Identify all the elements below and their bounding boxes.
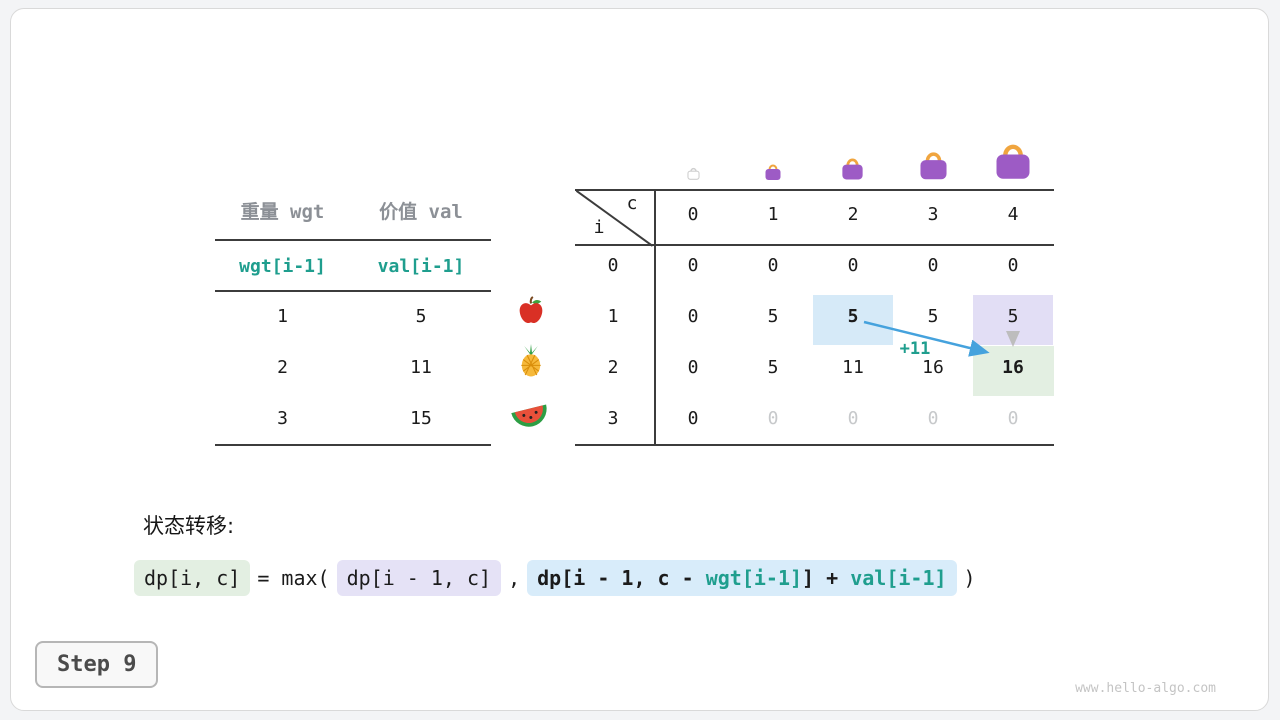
dp-cell: 0 <box>687 408 699 429</box>
dp-table-rule-header <box>575 244 1054 246</box>
formula-arg2-prefix: dp[i - 1, c - <box>537 566 706 590</box>
item-row-val: 15 <box>410 408 432 429</box>
dp-cell-source: 5 <box>847 306 859 327</box>
watermark: www.hello-algo.com <box>1075 681 1216 696</box>
corner-item-label: i <box>593 217 605 238</box>
dp-cell-prev: 5 <box>1007 306 1019 327</box>
dp-col-header: 1 <box>767 204 779 225</box>
dp-cell: 0 <box>687 255 699 276</box>
corner-capacity-label: c <box>626 193 638 214</box>
dp-cell: 0 <box>687 306 699 327</box>
apple-icon <box>516 296 546 326</box>
bag-icon-large <box>916 148 951 181</box>
pineapple-icon <box>518 344 544 377</box>
dp-cell: 0 <box>767 255 779 276</box>
item-table-rule-mid <box>215 290 491 292</box>
dp-cell: 0 <box>847 255 859 276</box>
formula-arg2-wgt: wgt[i-1] <box>705 566 803 590</box>
bag-icon-xlarge <box>991 139 1035 181</box>
dp-col-header: 2 <box>847 204 859 225</box>
bag-icon-medium <box>839 155 866 181</box>
item-table-rule-bottom <box>215 444 491 446</box>
dp-row-header: 1 <box>607 306 619 327</box>
item-row-wgt: 2 <box>277 357 288 378</box>
dp-row-header: 2 <box>607 357 619 378</box>
dp-row-header: 3 <box>607 408 619 429</box>
dp-cell-pending: 0 <box>927 408 939 429</box>
step-badge: Step 9 <box>35 641 159 688</box>
state-transition-label: 状态转移: <box>143 514 235 538</box>
arrow-gain-label: +11 <box>899 339 931 359</box>
item-row-val: 5 <box>415 306 427 327</box>
dp-cell-target: 16 <box>1002 357 1024 378</box>
item-row-wgt: 3 <box>277 408 288 429</box>
dp-table-rule-bottom <box>575 444 1054 446</box>
formula-arg2-mid: ] + <box>802 566 851 590</box>
item-row-wgt: 1 <box>277 306 288 327</box>
watermelon-icon <box>510 402 553 434</box>
dp-row-header: 0 <box>607 255 619 276</box>
item-row-val: 11 <box>410 357 432 378</box>
formula-comma: , <box>508 566 521 590</box>
formula-closing-paren: ) <box>963 566 976 590</box>
item-table-value-header: 价值 val <box>379 201 463 223</box>
item-table-val-formula: val[i-1] <box>377 256 465 277</box>
dp-cell: 0 <box>687 357 699 378</box>
dp-table-rule-vertical <box>654 189 656 446</box>
bag-outline-icon <box>686 166 701 180</box>
dp-cell: 5 <box>927 306 939 327</box>
item-table-rule-top <box>215 239 491 241</box>
dp-cell: 0 <box>927 255 939 276</box>
dp-cell-pending: 0 <box>847 408 859 429</box>
dp-cell: 11 <box>842 357 864 378</box>
dp-table-rule-top <box>575 189 1054 191</box>
dp-col-header: 0 <box>687 204 699 225</box>
dp-cell: 5 <box>767 357 779 378</box>
bag-icon-small <box>763 162 783 181</box>
dp-col-header: 3 <box>927 204 939 225</box>
dp-cell-pending: 0 <box>767 408 779 429</box>
formula-arg1: dp[i - 1, c] <box>336 560 502 596</box>
formula-lhs: dp[i, c] <box>134 560 251 596</box>
formula-arg2: dp[i - 1, c - wgt[i-1]] + val[i-1] <box>527 560 957 596</box>
formula-equals-max: = max( <box>257 566 330 590</box>
dp-col-header: 4 <box>1007 204 1019 225</box>
dp-cell: 16 <box>922 357 944 378</box>
dp-cell: 5 <box>767 306 779 327</box>
dp-cell: 0 <box>1007 255 1019 276</box>
state-transition-formula: dp[i, c] = max( dp[i - 1, c] , dp[i - 1,… <box>134 560 983 596</box>
formula-arg2-val: val[i-1] <box>850 566 947 590</box>
item-table-wgt-formula: wgt[i-1] <box>239 256 326 277</box>
item-table-weight-header: 重量 wgt <box>240 201 325 223</box>
dp-cell-pending: 0 <box>1007 408 1019 429</box>
